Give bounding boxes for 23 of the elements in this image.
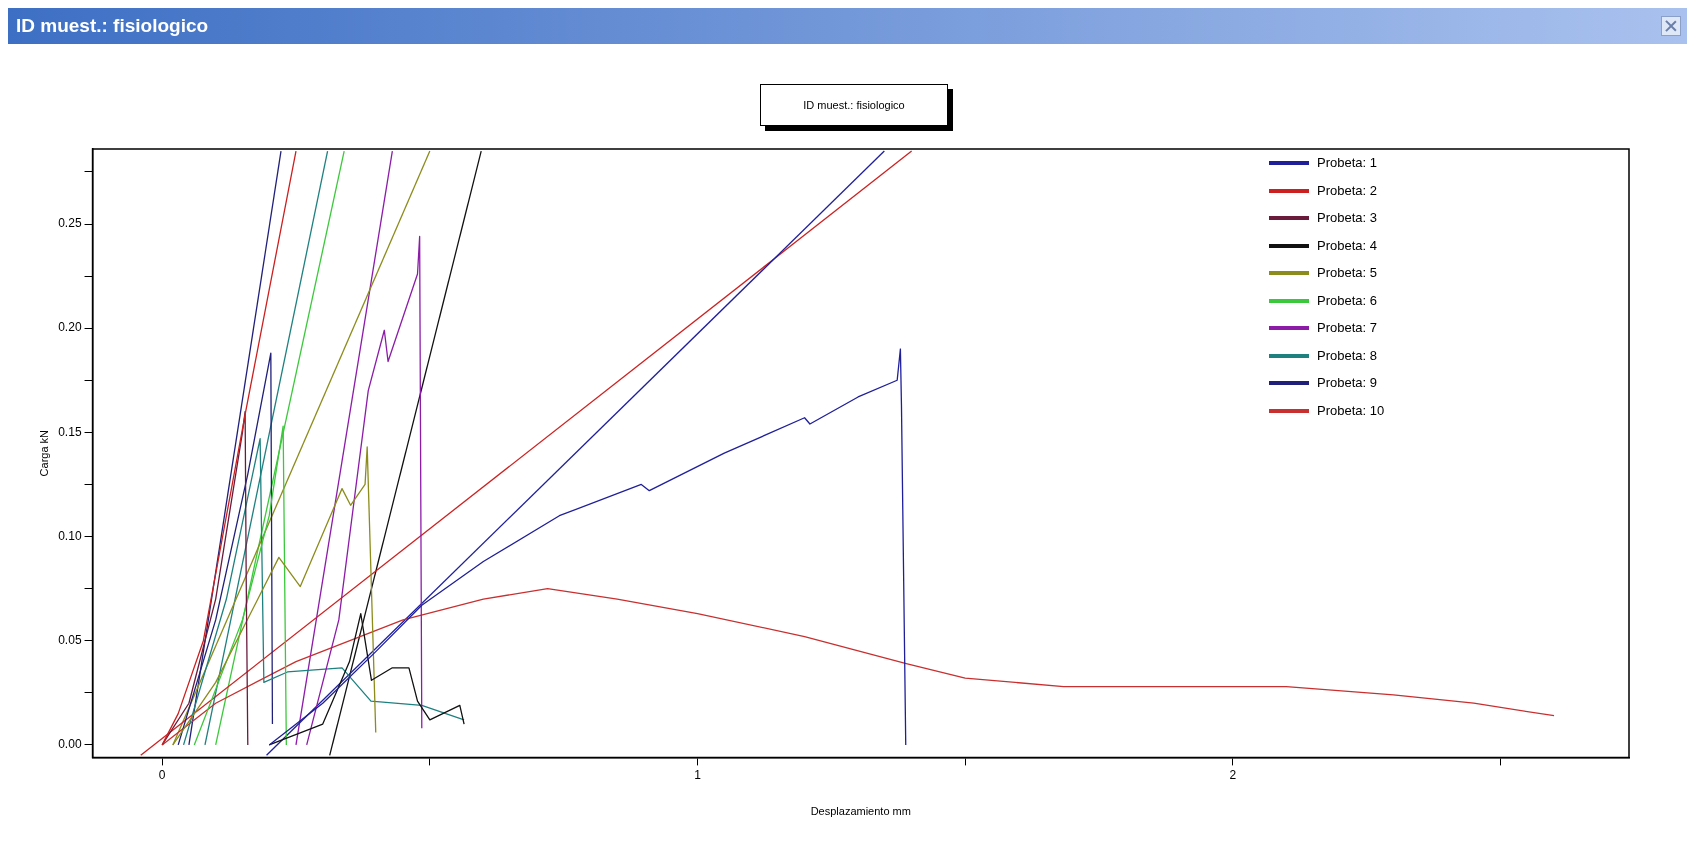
x-tick-label: 2 <box>1229 767 1237 782</box>
y-tick-label: 0.25 <box>58 216 82 231</box>
legend-label: Probeta: 9 <box>1317 374 1377 390</box>
legend-label: Probeta: 7 <box>1317 319 1377 335</box>
legend-label: Probeta: 5 <box>1317 264 1377 280</box>
legend-label: Probeta: 1 <box>1317 154 1377 170</box>
y-tick-label: 0.00 <box>58 737 82 752</box>
legend-label: Probeta: 8 <box>1317 347 1377 363</box>
x-tick-label: 1 <box>694 767 702 782</box>
text: ID muest.: fisiologico <box>16 15 209 37</box>
legend-label: Probeta: 3 <box>1317 209 1377 225</box>
y-tick-label: 0.15 <box>58 424 82 439</box>
legend-label: Probeta: 2 <box>1317 182 1377 198</box>
legend-label: Probeta: 6 <box>1317 292 1377 308</box>
chart-title: ID muest.: fisiologico <box>760 84 948 126</box>
x-axis-title: Desplazamiento mm <box>810 805 911 818</box>
legend-label: Probeta: 10 <box>1317 402 1385 418</box>
y-tick-label: 0.10 <box>58 528 82 543</box>
y-axis-title: Carga kN <box>37 429 50 477</box>
y-tick-label: 0.20 <box>58 320 82 335</box>
x-tick-label: 0 <box>158 767 166 782</box>
y-tick-label: 0.05 <box>58 633 82 648</box>
legend-label: Probeta: 4 <box>1317 237 1377 253</box>
